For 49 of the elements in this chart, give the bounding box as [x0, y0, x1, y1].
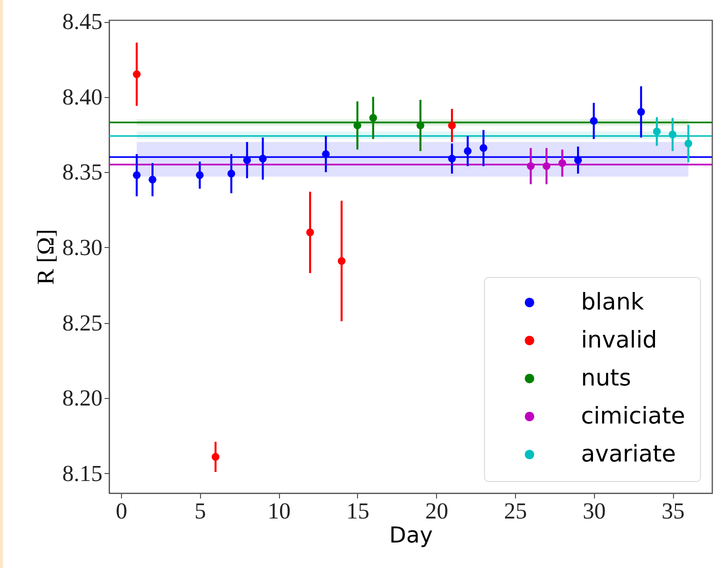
- point: [338, 257, 346, 265]
- point: [448, 122, 456, 130]
- point: [652, 128, 661, 136]
- x-tick-label: 10: [268, 498, 291, 524]
- point: [196, 171, 204, 180]
- point: [558, 159, 566, 167]
- point: [448, 154, 456, 162]
- point: [148, 176, 156, 184]
- y-tick-label: 8.15: [62, 460, 102, 486]
- y-tick-label: 8.45: [62, 9, 102, 34]
- x-tick-label: 0: [116, 498, 128, 524]
- point: [322, 150, 330, 158]
- point: [590, 117, 598, 125]
- y-tick-label: 8.30: [62, 234, 102, 260]
- y-tick-label: 8.25: [62, 310, 102, 336]
- point: [574, 156, 582, 164]
- point: [416, 122, 424, 130]
- point: [132, 171, 141, 180]
- legend-label: nuts: [581, 366, 632, 392]
- point: [258, 154, 267, 162]
- point: [464, 147, 472, 155]
- y-tick-label: 8.35: [62, 160, 102, 185]
- x-tick-label: 35: [662, 498, 685, 524]
- point: [526, 162, 535, 170]
- y-tick-label: 8.40: [62, 84, 102, 110]
- point: [684, 140, 692, 148]
- point: [480, 144, 488, 152]
- point: [542, 162, 550, 170]
- y-tick-label: 8.20: [62, 386, 102, 411]
- x-tick-label: 5: [194, 498, 206, 524]
- x-tick-label: 30: [582, 498, 606, 524]
- point: [369, 114, 378, 122]
- point: [668, 130, 676, 138]
- legend-label: blank: [581, 290, 645, 316]
- x-tick-label: 15: [346, 498, 370, 524]
- point: [354, 122, 362, 130]
- x-tick-label: 20: [425, 498, 448, 524]
- legend-label: cimiciate: [581, 404, 686, 430]
- point: [212, 452, 220, 461]
- point: [637, 108, 645, 116]
- point: [306, 228, 314, 236]
- point: [227, 170, 236, 178]
- legend-label: avariate: [581, 442, 676, 468]
- x-axis-title: Day: [389, 524, 433, 548]
- y-axis-title: R [Ω]: [33, 229, 60, 285]
- legend-label: invalid: [581, 328, 658, 354]
- point: [132, 70, 141, 78]
- point: [243, 156, 251, 164]
- x-tick-label: 25: [504, 498, 527, 524]
